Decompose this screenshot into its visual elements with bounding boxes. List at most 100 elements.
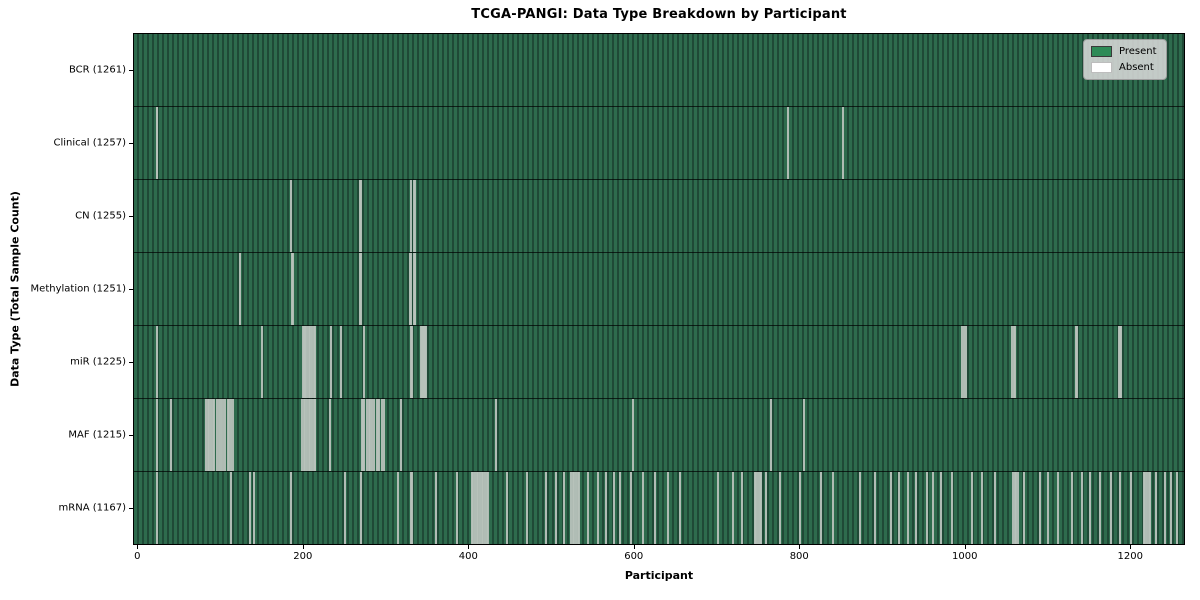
x-tick-label-1000: 1000 [951, 551, 978, 562]
absent-mark [229, 399, 232, 471]
absent-mark [1039, 472, 1042, 544]
y-tick-label-Clinical: Clinical (1257) [53, 137, 127, 149]
absent-mark [474, 472, 477, 544]
legend-entry-present: Present [1091, 46, 1157, 57]
absent-mark [220, 399, 223, 471]
y-tick-label-miR: miR (1225) [70, 356, 126, 368]
legend: Present Absent [1083, 39, 1167, 80]
heatmap-row-mRNA [134, 472, 1184, 544]
absent-mark [1013, 472, 1016, 544]
absent-mark [155, 472, 158, 544]
heatmap-row-MAF [134, 399, 1184, 472]
absent-mark [309, 326, 312, 398]
absent-mark [1155, 472, 1158, 544]
absent-mark [770, 399, 773, 471]
legend-label-absent: Absent [1119, 62, 1154, 73]
absent-mark [314, 326, 317, 398]
y-tick-label-Methylation: Methylation (1251) [30, 283, 126, 295]
y-tick-mark [129, 142, 133, 144]
heatmap-row-Clinical [134, 107, 1184, 180]
absent-mark [939, 472, 942, 544]
absent-mark [906, 472, 909, 544]
absent-mark [757, 472, 760, 544]
absent-mark [1098, 472, 1101, 544]
absent-mark [1074, 326, 1077, 398]
absent-mark [307, 399, 310, 471]
y-tick-mark [129, 508, 133, 510]
x-tick-label-200: 200 [293, 551, 313, 562]
absent-mark [971, 472, 974, 544]
legend-entry-absent: Absent [1091, 62, 1157, 73]
absent-mark [211, 399, 214, 471]
absent-mark [931, 472, 934, 544]
absent-mark [304, 399, 307, 471]
absent-mark [1070, 472, 1073, 544]
absent-mark [575, 472, 578, 544]
absent-mark [306, 326, 309, 398]
absent-mark [397, 472, 400, 544]
absent-mark [229, 472, 232, 544]
absent-mark [1145, 472, 1148, 544]
absent-mark [915, 472, 918, 544]
absent-mark [1015, 472, 1018, 544]
absent-mark [480, 472, 483, 544]
absent-mark [716, 472, 719, 544]
x-tick-label-400: 400 [458, 551, 478, 562]
absent-mark [487, 472, 490, 544]
y-tick-label-CN: CN (1255) [75, 210, 126, 222]
absent-mark [858, 472, 861, 544]
absent-mark [400, 399, 403, 471]
y-tick-label-MAF: MAF (1215) [68, 429, 126, 441]
y-tick-mark [129, 362, 133, 364]
absent-mark [239, 253, 242, 325]
absent-mark [666, 472, 669, 544]
absent-mark [873, 472, 876, 544]
absent-mark [1076, 326, 1079, 398]
absent-mark [545, 472, 548, 544]
x-tick-mark [468, 545, 470, 549]
absent-mark [1088, 472, 1091, 544]
absent-mark [311, 326, 314, 398]
y-tick-mark [129, 289, 133, 290]
absent-mark [312, 326, 315, 398]
absent-mark [778, 472, 781, 544]
absent-mark [210, 399, 213, 471]
absent-mark [306, 399, 309, 471]
absent-mark [1011, 472, 1014, 544]
absent-mark [169, 399, 172, 471]
absent-mark [571, 472, 574, 544]
absent-mark [380, 399, 383, 471]
absent-mark [226, 399, 229, 471]
absent-mark [613, 472, 616, 544]
heatmap-row-miR [134, 326, 1184, 399]
absent-mark [156, 107, 159, 179]
absent-mark [629, 472, 632, 544]
absent-mark [375, 399, 378, 471]
absent-mark [950, 472, 953, 544]
absent-mark [370, 399, 373, 471]
absent-mark [618, 472, 621, 544]
absent-mark [570, 472, 573, 544]
absent-mark [890, 472, 893, 544]
absent-mark [221, 399, 224, 471]
legend-label-present: Present [1119, 46, 1157, 57]
heatmap-row-Methylation [134, 253, 1184, 326]
absent-mark [1056, 472, 1059, 544]
absent-mark [156, 326, 159, 398]
absent-mark [261, 326, 264, 398]
absent-mark [578, 472, 581, 544]
absent-mark [765, 472, 768, 544]
absent-mark [732, 472, 735, 544]
absent-mark [993, 472, 996, 544]
absent-mark [819, 472, 822, 544]
x-tick-mark [964, 545, 966, 549]
absent-mark [411, 326, 414, 398]
absent-mark [208, 399, 211, 471]
absent-mark [526, 472, 529, 544]
absent-mark [1047, 472, 1050, 544]
absent-mark [218, 399, 221, 471]
absent-mark [632, 399, 635, 471]
absent-mark [409, 253, 412, 325]
absent-mark [359, 472, 362, 544]
x-tick-label-800: 800 [789, 551, 809, 562]
